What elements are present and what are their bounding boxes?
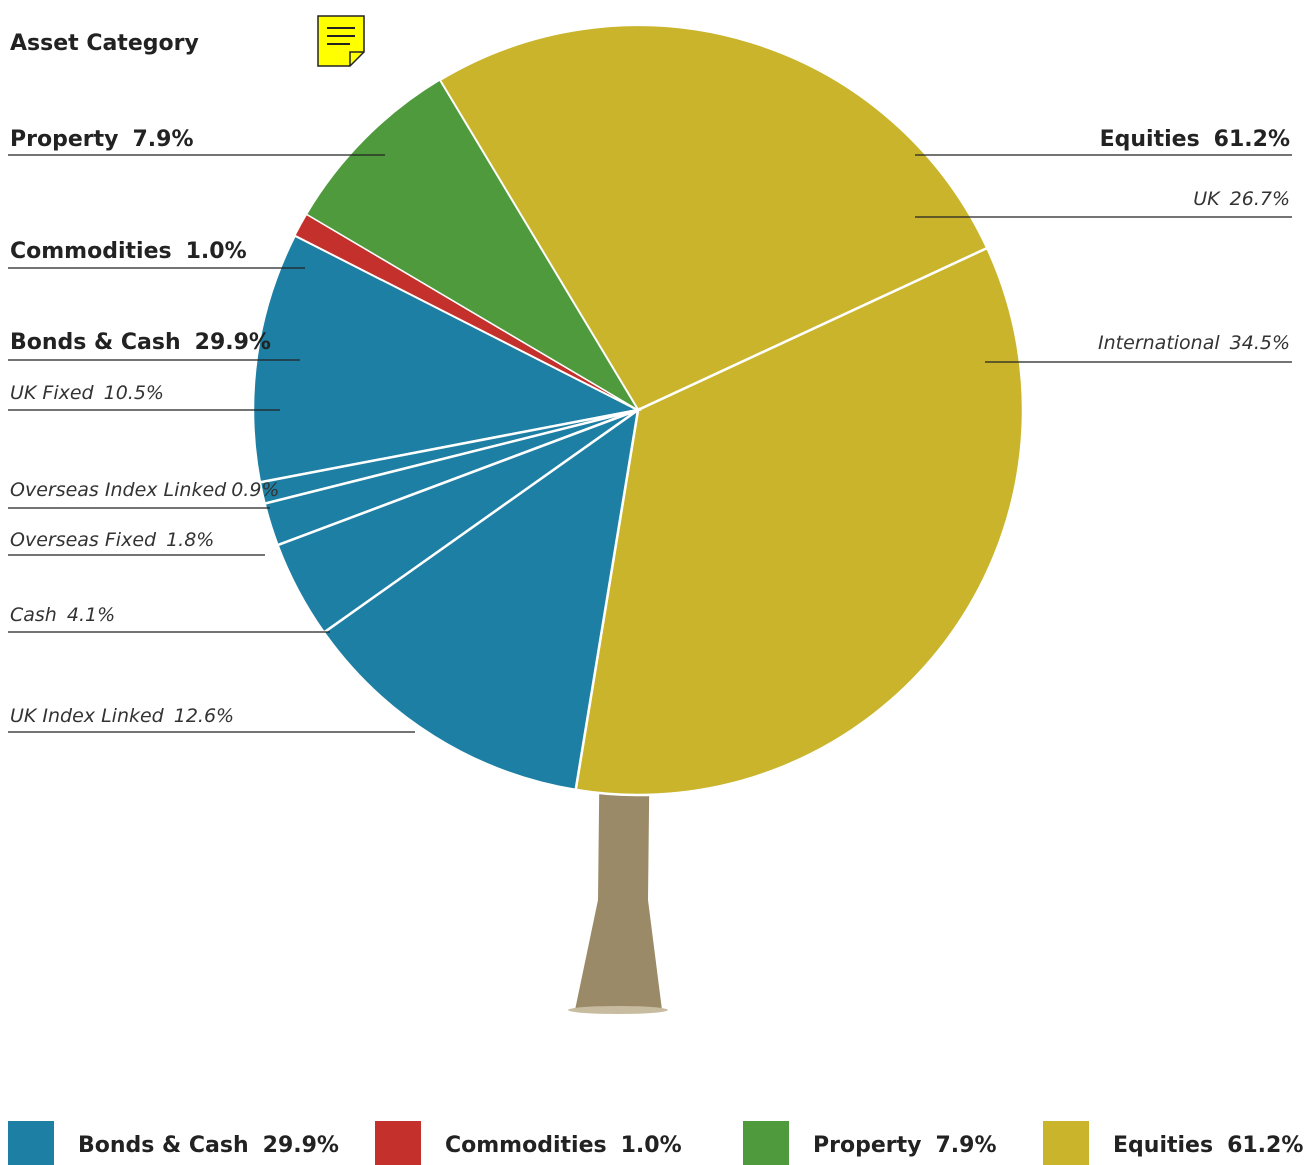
legend-label: Equities 61.2% [1113, 1133, 1303, 1158]
sub-category-label-value: 34.5% [1230, 332, 1290, 354]
legend-swatch [1043, 1121, 1089, 1165]
legend-value: 29.9% [263, 1133, 339, 1158]
sub-category-label-name: Cash [10, 604, 57, 626]
category-label: Bonds & Cash 29.9% [10, 330, 271, 355]
sub-category-label-name: UK [1193, 188, 1221, 210]
chart: Asset Category Bonds & Cash 29.9% Commodit… [0, 0, 1304, 1165]
sub-category-label-value: 12.6% [174, 705, 234, 727]
sub-category-label-value: 0.9% [231, 479, 279, 501]
legend-label: Bonds & Cash 29.9% [78, 1133, 339, 1158]
sub-category-label-name: Overseas Fixed [10, 529, 157, 551]
sub-category-label: Overseas Fixed 1.8% [10, 529, 214, 551]
chart-title: Asset Category [10, 31, 199, 56]
category-label-name: Equities [1100, 127, 1200, 152]
legend-name: Property [813, 1133, 921, 1158]
legend-name: Bonds & Cash [78, 1133, 249, 1158]
category-label-value: 1.0% [186, 239, 247, 264]
legend-swatch [8, 1121, 54, 1165]
legend-swatch [375, 1121, 421, 1165]
legend-value: 61.2% [1227, 1133, 1303, 1158]
sub-category-label: Cash 4.1% [10, 604, 115, 626]
note-icon [318, 16, 364, 66]
sub-category-label-value: 10.5% [104, 382, 164, 404]
category-label-name: Bonds & Cash [10, 330, 181, 355]
sub-category-label-name: UK Fixed [10, 382, 95, 404]
category-label-name: Commodities [10, 239, 172, 264]
sub-category-label-value: 26.7% [1230, 188, 1290, 210]
sub-category-label-value: 4.1% [67, 604, 115, 626]
category-label: Commodities 1.0% [10, 239, 247, 264]
category-label-value: 61.2% [1214, 127, 1290, 152]
sub-category-label-name: UK Index Linked [10, 705, 165, 727]
sub-category-label: UK Fixed 10.5% [10, 382, 164, 404]
category-label: Property 7.9% [10, 127, 193, 152]
legend-value: 7.9% [935, 1133, 996, 1158]
legend-value: 1.0% [621, 1133, 682, 1158]
sub-category-label: UK 26.7% [1193, 188, 1290, 210]
legend-label: Commodities 1.0% [445, 1133, 682, 1158]
sub-category-label: International 34.5% [1098, 332, 1290, 354]
sub-category-label-name: Overseas Index Linked [10, 479, 227, 501]
category-label-value: 7.9% [132, 127, 193, 152]
sub-category-label-name: International [1098, 332, 1220, 354]
legend-name: Equities [1113, 1133, 1213, 1158]
sub-category-label: UK Index Linked 12.6% [10, 705, 234, 727]
legend-label: Property 7.9% [813, 1133, 996, 1158]
sub-category-label-value: 1.8% [166, 529, 214, 551]
legend-swatch [743, 1121, 789, 1165]
category-label-name: Property [10, 127, 118, 152]
category-label-value: 29.9% [195, 330, 271, 355]
legend-name: Commodities [445, 1133, 607, 1158]
category-label: Equities 61.2% [1100, 127, 1290, 152]
